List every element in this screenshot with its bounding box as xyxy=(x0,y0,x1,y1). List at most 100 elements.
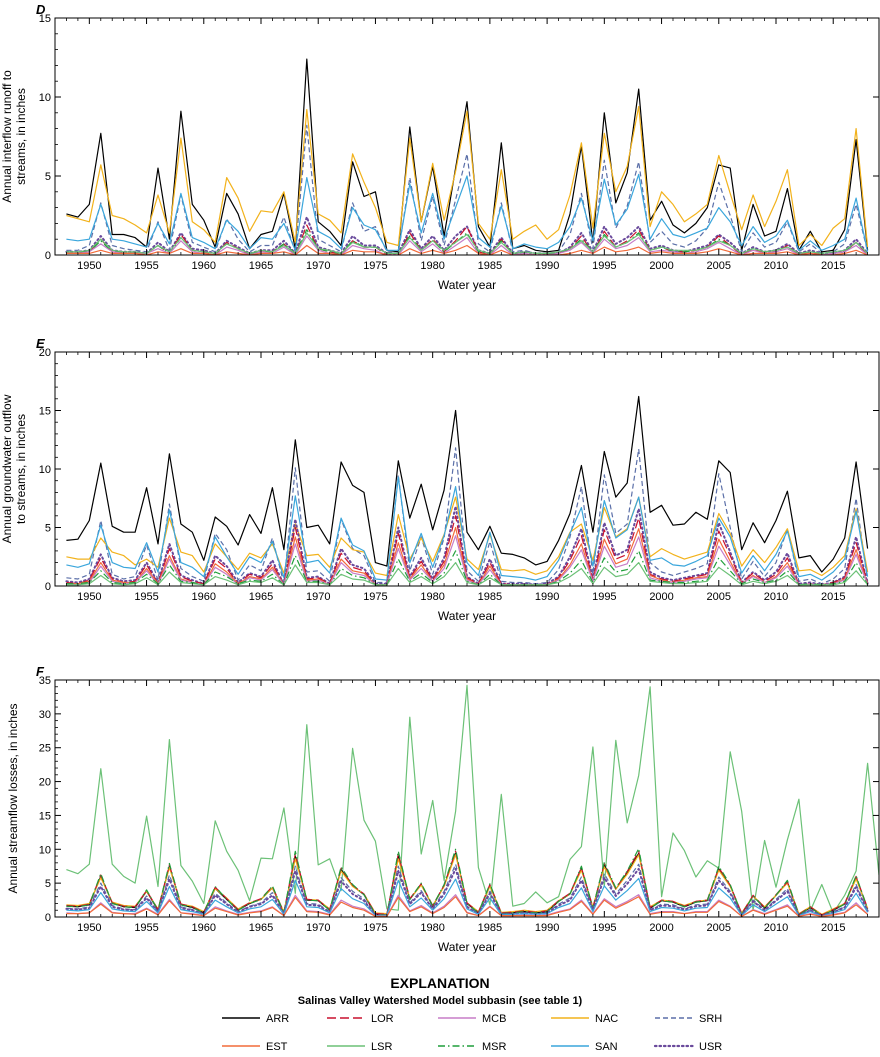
panel-letter: F xyxy=(36,664,45,679)
legend-label: ARR xyxy=(266,1013,289,1025)
x-tick-label: 1960 xyxy=(192,591,216,603)
x-tick-label: 1990 xyxy=(535,260,559,272)
y-axis-label: Annual groundwater outflow xyxy=(0,394,14,543)
legend-title: EXPLANATION xyxy=(390,975,489,991)
y-tick-label: 0 xyxy=(45,250,51,262)
series-line-lsr xyxy=(66,684,879,914)
x-tick-label: 2015 xyxy=(821,260,845,272)
x-tick-label: 1950 xyxy=(77,260,101,272)
x-tick-label: 1990 xyxy=(535,922,559,934)
series-line-srh xyxy=(66,124,869,254)
legend-item-srh: SRH xyxy=(655,1013,722,1025)
legend-item-msr: MSR xyxy=(438,1041,507,1053)
series-line-msr xyxy=(66,550,869,586)
x-tick-label: 1975 xyxy=(363,591,387,603)
series-line-arr xyxy=(66,395,869,573)
x-tick-label: 1980 xyxy=(420,922,444,934)
y-tick-label: 35 xyxy=(39,675,51,687)
legend-label: EST xyxy=(266,1041,288,1053)
legend-label: LOR xyxy=(371,1013,394,1025)
legend-item-san: SAN xyxy=(551,1041,618,1053)
series-line-arr xyxy=(66,58,869,253)
series-line-san xyxy=(66,476,869,581)
y-axis-label: Annual streamflow losses, in inches xyxy=(6,703,20,893)
legend-item-nac: NAC xyxy=(551,1013,618,1025)
legend-item-usr: USR xyxy=(653,1041,722,1053)
x-tick-label: 1980 xyxy=(420,591,444,603)
y-tick-label: 15 xyxy=(39,406,51,418)
x-tick-label: 2015 xyxy=(821,591,845,603)
legend-items: ARR LOR MCB NAC SRH EST LSR MSR SAN USR xyxy=(222,1013,722,1053)
y-tick-label: 0 xyxy=(45,581,51,593)
x-tick-label: 2000 xyxy=(649,260,673,272)
y-tick-label: 20 xyxy=(39,347,51,359)
y-tick-label: 25 xyxy=(39,743,51,755)
series-line-est xyxy=(66,244,868,255)
legend-label: SAN xyxy=(595,1041,618,1053)
series-group xyxy=(65,684,879,917)
y-tick-label: 15 xyxy=(39,810,51,822)
x-tick-label: 1950 xyxy=(77,591,101,603)
x-tick-label: 1985 xyxy=(478,260,502,272)
y-tick-label: 10 xyxy=(39,92,51,104)
x-tick-label: 1955 xyxy=(134,591,158,603)
y-tick-label: 30 xyxy=(39,709,51,721)
y-tick-label: 10 xyxy=(39,464,51,476)
panel-letter: D xyxy=(36,2,46,17)
x-tick-label: 1965 xyxy=(249,591,273,603)
x-tick-label: 1960 xyxy=(192,260,216,272)
series-line-msr xyxy=(66,847,869,917)
x-tick-label: 1970 xyxy=(306,260,330,272)
series-line-san xyxy=(66,877,869,917)
x-tick-label: 1995 xyxy=(592,260,616,272)
x-axis-label: Water year xyxy=(438,278,496,292)
legend-item-arr: ARR xyxy=(222,1013,289,1025)
x-tick-label: 2000 xyxy=(649,591,673,603)
x-tick-label: 1965 xyxy=(249,260,273,272)
x-tick-label: 2005 xyxy=(707,260,731,272)
x-tick-label: 1950 xyxy=(77,922,101,934)
y-tick-label: 20 xyxy=(39,777,51,789)
x-tick-label: 1985 xyxy=(478,922,502,934)
x-tick-label: 2010 xyxy=(764,591,788,603)
legend-subtitle: Salinas Valley Watershed Model subbasin … xyxy=(298,995,583,1007)
chart-panels: 0 5 10 15 1950 1955 1960 1965 1970 1975 1980 1985 19… xyxy=(0,2,880,954)
legend-label: SRH xyxy=(699,1013,722,1025)
series-line-est xyxy=(66,896,868,917)
x-tick-label: 1955 xyxy=(134,922,158,934)
legend-label: MSR xyxy=(482,1041,507,1053)
x-axis-label: Water year xyxy=(438,609,496,623)
x-tick-label: 2015 xyxy=(821,922,845,934)
series-line-lsr xyxy=(66,232,869,254)
legend-label: MCB xyxy=(482,1013,506,1025)
legend-item-est: EST xyxy=(222,1041,288,1053)
x-tick-label: 2000 xyxy=(649,922,673,934)
x-tick-label: 1990 xyxy=(535,591,559,603)
x-tick-label: 1955 xyxy=(134,260,158,272)
legend-label: LSR xyxy=(371,1041,392,1053)
y-tick-label: 5 xyxy=(45,523,51,535)
x-tick-label: 2005 xyxy=(707,922,731,934)
y-tick-label: 5 xyxy=(45,171,51,183)
x-tick-label: 1995 xyxy=(592,922,616,934)
series-line-usr xyxy=(65,216,869,255)
series-group xyxy=(65,58,869,255)
x-tick-label: 2010 xyxy=(764,922,788,934)
y-axis-label: streams, in inches xyxy=(14,88,28,185)
y-tick-label: 5 xyxy=(45,878,51,890)
chart-panel-e: 0 5 10 15 20 1950 1955 1960 1965 1970 1975 1980 1985… xyxy=(0,336,880,623)
legend-item-lor: LOR xyxy=(327,1013,394,1025)
x-axis-label: Water year xyxy=(438,940,496,954)
legend-item-mcb: MCB xyxy=(438,1013,506,1025)
panel-letter: E xyxy=(36,336,45,351)
x-tick-label: 1965 xyxy=(249,922,273,934)
chart-panel-f: 0 5 10 15 20 25 30 35 1950 1955 1960 1965 1970 1975 19… xyxy=(6,664,880,954)
x-tick-label: 1985 xyxy=(478,591,502,603)
series-group xyxy=(65,395,869,586)
x-tick-label: 1975 xyxy=(363,260,387,272)
x-tick-label: 1995 xyxy=(592,591,616,603)
x-tick-label: 1980 xyxy=(420,260,444,272)
x-tick-label: 2005 xyxy=(707,591,731,603)
series-line-san xyxy=(66,173,869,252)
